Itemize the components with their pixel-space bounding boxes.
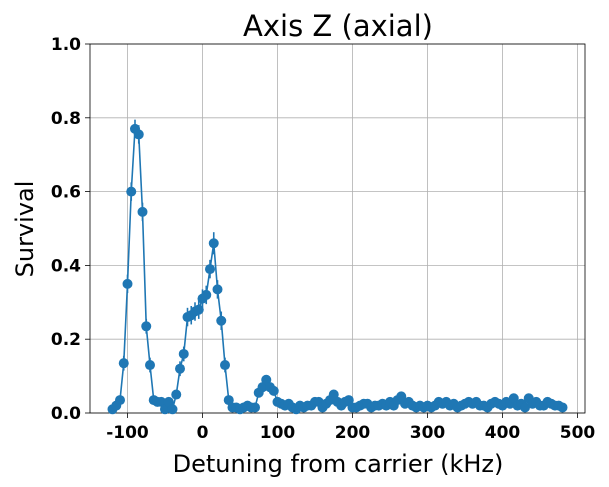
data-point (115, 395, 125, 406)
y-tick-label: 0.0 (51, 404, 81, 424)
data-point (126, 186, 137, 197)
data-point (171, 389, 182, 400)
plot-frame (89, 43, 586, 414)
y-tick-label: 0.2 (51, 330, 81, 350)
data-point (156, 396, 167, 407)
data-point (261, 374, 272, 385)
data-point (163, 396, 174, 407)
x-tick-label: 400 (485, 423, 521, 443)
chart-title: Axis Z (axial) (243, 9, 433, 43)
data-point (268, 385, 279, 396)
data-point (137, 206, 148, 217)
data-point (212, 284, 223, 295)
y-tick-label: 0.6 (51, 183, 81, 203)
data-point (122, 278, 133, 289)
data-point (118, 358, 129, 369)
data-point (220, 360, 230, 371)
data-point (250, 402, 260, 413)
data-point (201, 289, 212, 300)
data-point (178, 348, 189, 359)
x-tick-label: 500 (560, 423, 596, 443)
data-point (216, 315, 227, 326)
data-point (175, 363, 185, 374)
x-tick-label: 200 (335, 423, 371, 443)
data-point (193, 304, 204, 315)
x-tick-label: 0 (197, 423, 209, 443)
data-point (343, 395, 354, 406)
data-point (257, 382, 268, 393)
x-tick-label: 300 (410, 423, 446, 443)
data-point (520, 402, 530, 413)
y-axis-label: Survival (11, 181, 39, 278)
data-point (160, 404, 170, 415)
data-point (205, 264, 215, 275)
data-point (508, 393, 519, 404)
data-point (223, 395, 234, 406)
data-point (208, 238, 219, 249)
x-axis-label: Detuning from carrier (kHz) (173, 450, 504, 478)
data-point (328, 389, 339, 400)
data-point (557, 402, 568, 413)
y-tick-label: 0.8 (51, 109, 81, 129)
data-point (396, 391, 407, 402)
x-tick-label: -100 (106, 423, 149, 443)
data-point (167, 404, 178, 415)
y-tick-label: 0.4 (51, 256, 81, 276)
data-point (133, 129, 144, 140)
data-point (141, 321, 152, 332)
y-tick-label: 1.0 (51, 35, 81, 55)
data-point (145, 360, 155, 371)
x-tick-label: 100 (260, 423, 296, 443)
